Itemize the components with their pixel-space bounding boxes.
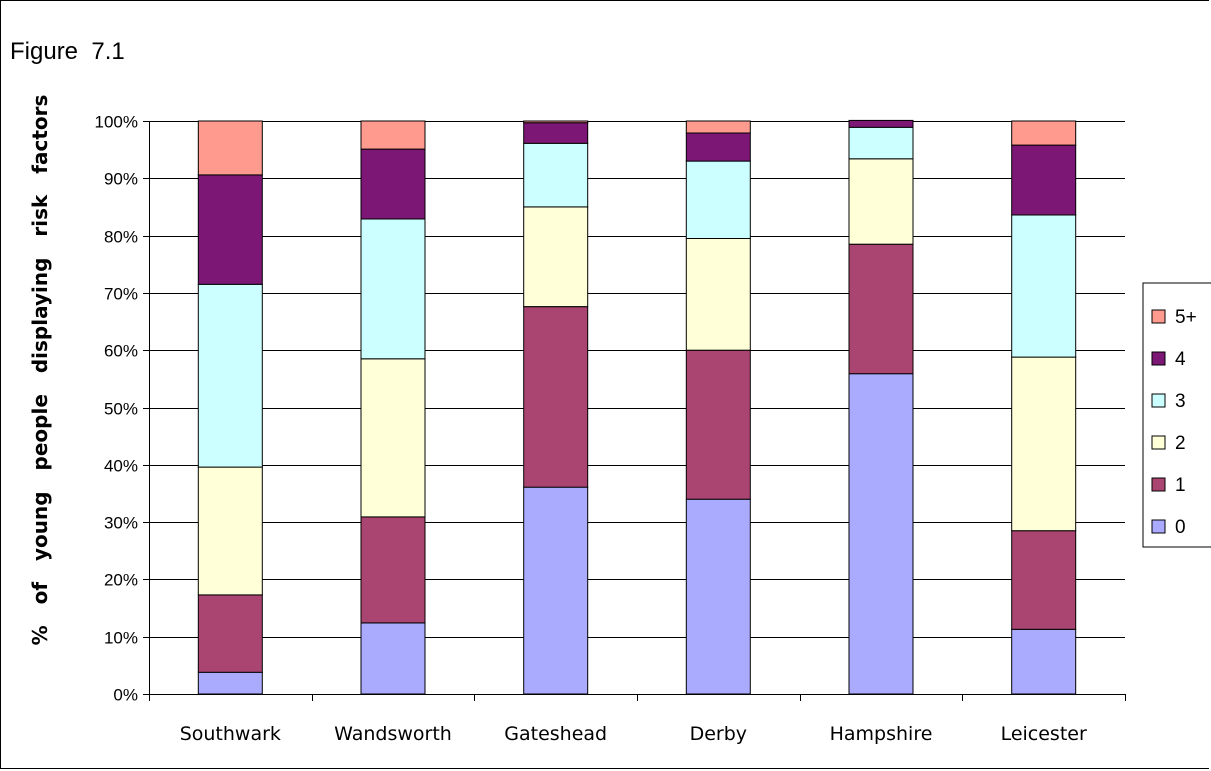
y-tick-label: 60%: [104, 342, 138, 361]
y-tick-label: 30%: [104, 514, 138, 533]
legend-label: 3: [1175, 391, 1186, 412]
bar-segment: [1011, 530, 1077, 630]
bar-segment: [685, 132, 751, 162]
bars: [197, 119, 1077, 695]
bar-segment: [197, 671, 263, 695]
y-axis-label: % of young people displaying risk factor…: [28, 95, 52, 646]
legend-label: 4: [1175, 349, 1186, 370]
bar-segment: [1011, 120, 1077, 146]
bar-segment: [523, 306, 589, 488]
bar-segment: [523, 122, 589, 144]
y-tick-label: 10%: [104, 629, 138, 648]
axes: [143, 121, 1126, 701]
bar-segment: [848, 119, 914, 128]
bar-segment: [360, 622, 426, 695]
y-tick-label: 50%: [104, 400, 138, 419]
y-tick-label: 90%: [104, 170, 138, 189]
legend-label: 5+: [1175, 307, 1197, 328]
bar-segment: [685, 238, 751, 351]
bar-segment: [523, 120, 589, 124]
y-tick-label: 70%: [104, 285, 138, 304]
bar-segment: [685, 160, 751, 240]
bar-segment: [848, 126, 914, 160]
legend-swatch: [1151, 351, 1166, 366]
legend-swatch: [1151, 309, 1166, 324]
bar-segment: [197, 120, 263, 176]
bar-segment: [685, 498, 751, 695]
legend-swatch: [1151, 519, 1166, 534]
y-tick-label: 20%: [104, 571, 138, 590]
bar-segment: [523, 486, 589, 695]
legend-swatch: [1151, 435, 1166, 450]
y-tick-label: 80%: [104, 228, 138, 247]
bar-segment: [523, 142, 589, 208]
bar-segment: [848, 243, 914, 375]
bar-segment: [360, 358, 426, 518]
bar-segment: [360, 148, 426, 220]
legend-swatch: [1151, 477, 1166, 492]
x-tick-label: Hampshire: [830, 723, 933, 745]
bar-segment: [523, 206, 589, 308]
y-tick-label: 40%: [104, 457, 138, 476]
bar-segment: [685, 349, 751, 500]
x-tick-label: Leicester: [1001, 723, 1087, 745]
bar-segment: [360, 120, 426, 150]
bar-segment: [360, 516, 426, 624]
legend-label: 1: [1175, 475, 1186, 496]
bar-segment: [197, 174, 263, 285]
bar-segment: [197, 283, 263, 468]
bar-segment: [848, 158, 914, 245]
y-tick-labels: 0% 10% 20% 30% 40% 50% 60% 70% 80% 90% 100%: [95, 113, 138, 705]
legend-box: [1142, 282, 1211, 548]
bar-segment: [360, 218, 426, 360]
bar-segment: [197, 466, 263, 596]
x-tick-label: Southwark: [180, 723, 281, 745]
legend-label: 0: [1175, 517, 1186, 538]
legend-swatch: [1151, 393, 1166, 408]
legend: 5+ 4 3 2 1 0: [1142, 282, 1211, 548]
bar-segment: [1011, 356, 1077, 532]
bar-segment: [197, 594, 263, 673]
bar-segment: [1011, 214, 1077, 358]
bar-segment: [848, 373, 914, 695]
x-tick-labels: Southwark Wandsworth Gateshead Derby Hampshi…: [180, 723, 1087, 745]
gridlines: [149, 121, 1125, 638]
y-tick-label: 100%: [95, 113, 138, 132]
x-tick-label: Derby: [690, 723, 747, 745]
bar-segment: [685, 120, 751, 134]
figure-label: Figure 7.1: [10, 38, 125, 65]
x-tick-label: Wandsworth: [334, 723, 452, 745]
bar-segment: [1011, 628, 1077, 695]
y-tick-label: 0%: [113, 686, 138, 705]
x-tick-label: Gateshead: [504, 723, 607, 745]
bar-segment: [1011, 144, 1077, 216]
legend-label: 2: [1175, 433, 1186, 454]
